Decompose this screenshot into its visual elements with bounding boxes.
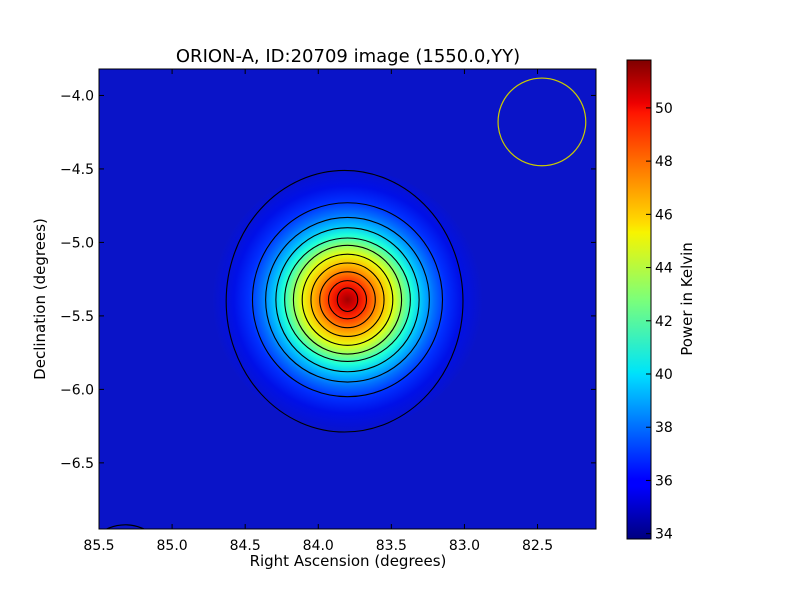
y-axis: −4.0 −4.5 −5.0 −5.5 −6.0 −6.5 xyxy=(60,88,596,472)
colorbar-tick-label: 48 xyxy=(655,154,673,170)
contour-line-5 xyxy=(284,237,411,363)
colorbar-tick-label: 40 xyxy=(655,367,673,383)
colorbar-tick-label: 42 xyxy=(655,314,673,330)
x-tick-label: 84.0 xyxy=(303,538,334,554)
contour-line-10 xyxy=(327,280,368,320)
contour-layer xyxy=(225,169,464,433)
y-tick-label: −5.0 xyxy=(60,235,94,251)
contour-line-1 xyxy=(225,169,464,433)
x-tick-label: 82.5 xyxy=(522,538,553,554)
y-tick-label: −6.5 xyxy=(60,456,94,472)
colorbar-tick-label: 44 xyxy=(655,261,673,277)
plot-frame xyxy=(98,68,597,530)
corner-contour-line xyxy=(105,524,146,529)
colorbar-ticks: 34 36 38 40 42 44 46 48 50 xyxy=(646,101,673,543)
contour-line-4 xyxy=(275,227,420,373)
colorbar: 34 36 38 40 42 44 46 48 50 Power in Kelvin xyxy=(626,59,696,543)
colorbar-tick-label: 38 xyxy=(655,420,673,436)
y-tick-label: −4.0 xyxy=(60,88,94,104)
contour-line-3 xyxy=(265,216,430,383)
x-tick-label: 85.0 xyxy=(157,538,188,554)
contour-line-8 xyxy=(310,262,385,338)
colorbar-tick-label: 50 xyxy=(655,101,673,117)
y-axis-label: Declination (degrees) xyxy=(31,218,49,380)
x-tick-label: 84.5 xyxy=(230,538,261,554)
colorbar-tick-label: 36 xyxy=(655,473,673,489)
contour-line-7 xyxy=(301,253,394,346)
colorbar-gradient xyxy=(626,59,652,540)
x-tick-label: 83.5 xyxy=(376,538,407,554)
x-axis-label: Right Ascension (degrees) xyxy=(250,552,447,570)
beam-circle xyxy=(497,77,587,167)
y-tick-label: −6.0 xyxy=(60,382,94,398)
x-axis: 85.5 85.0 84.5 84.0 83.5 83.0 82.5 xyxy=(83,69,553,554)
colorbar-tick-label: 34 xyxy=(655,527,673,543)
contour-line-11 xyxy=(336,287,359,313)
y-tick-label: −5.5 xyxy=(60,309,94,325)
contour-line-9 xyxy=(319,271,376,329)
source-emission xyxy=(212,168,483,431)
chart-title: ORION-A, ID:20709 image (1550.0,YY) xyxy=(176,46,520,67)
plot-area xyxy=(98,68,597,530)
x-tick-label: 83.0 xyxy=(449,538,480,554)
contour-line-2 xyxy=(251,202,444,398)
x-tick-label: 85.5 xyxy=(83,538,114,554)
y-tick-label: −4.5 xyxy=(60,162,94,178)
colorbar-tick-label: 46 xyxy=(655,207,673,223)
contour-line-6 xyxy=(292,244,403,355)
colorbar-label: Power in Kelvin xyxy=(678,242,696,356)
